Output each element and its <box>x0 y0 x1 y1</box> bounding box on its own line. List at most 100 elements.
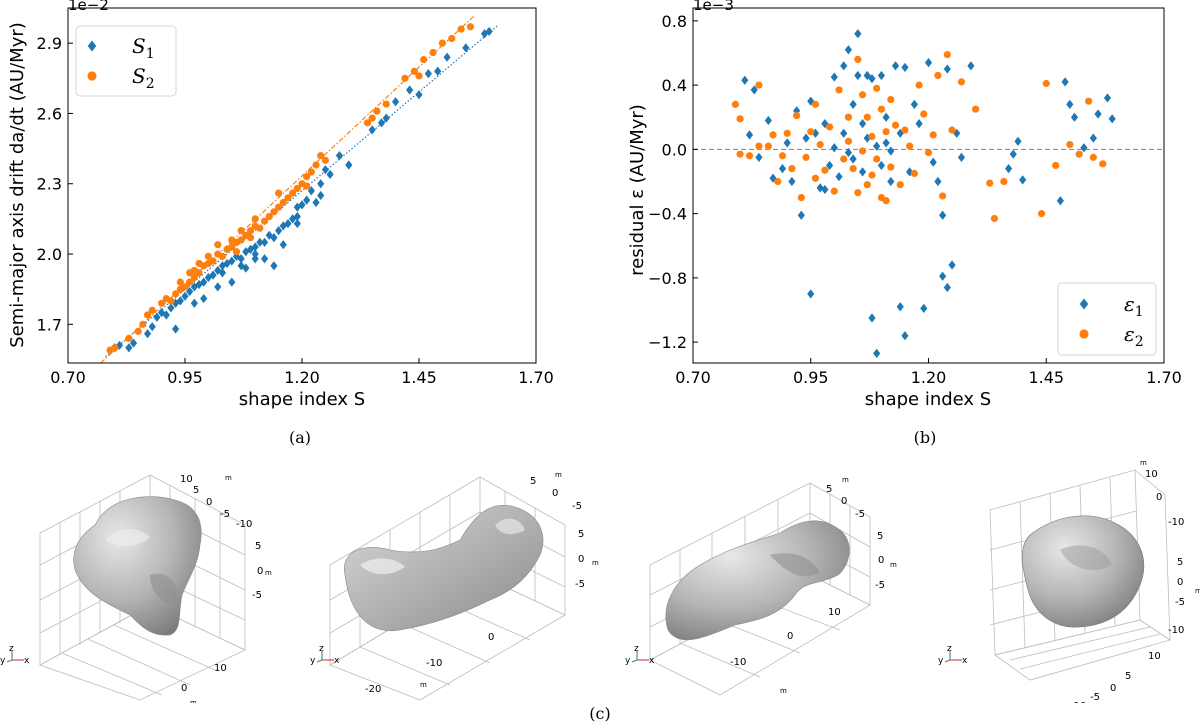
axis-triad-4-x: x <box>962 656 968 666</box>
x-tick-label: 0.70 <box>50 368 86 387</box>
point-ε2 <box>745 152 754 160</box>
chart-a: 0.70 0.95 1.20 1.45 1.70 1.7 2.0 2.3 2.6 2.9 1e−… <box>7 0 554 410</box>
point-S2 <box>401 74 409 82</box>
shape-axis-label: 5 <box>578 529 584 540</box>
point-S1 <box>321 165 329 175</box>
y-tick-label: 1.7 <box>37 315 62 334</box>
shape-axis-label: m <box>1195 587 1200 595</box>
point-S1 <box>326 169 334 179</box>
point-S1 <box>293 211 301 222</box>
point-S1 <box>335 151 344 161</box>
point-ε2 <box>811 100 820 108</box>
caption-a: (a) <box>288 428 312 447</box>
axis-triad-2-x: x <box>334 656 340 666</box>
point-S2 <box>438 39 446 47</box>
point-S1 <box>190 298 198 308</box>
point-S1 <box>275 226 283 236</box>
point-ε2 <box>1099 160 1107 168</box>
shape-axis-label: m <box>890 561 897 569</box>
point-ε1 <box>741 75 749 85</box>
point-S2 <box>172 290 180 298</box>
shape-axis-label: 0 <box>257 566 263 577</box>
point-ε1 <box>826 160 834 171</box>
point-ε2 <box>934 71 942 80</box>
point-S1 <box>237 254 245 264</box>
point-ε1 <box>793 106 801 116</box>
point-S1 <box>148 322 156 332</box>
point-S1 <box>186 286 194 297</box>
point-S1 <box>153 312 161 322</box>
shape-axis-label: 5 <box>1177 557 1183 568</box>
point-S2 <box>363 119 372 127</box>
point-S2 <box>139 320 147 328</box>
point-S2 <box>228 243 236 251</box>
point-ε2 <box>873 84 881 92</box>
y-ticks-a: 1.7 2.0 2.3 2.6 2.9 <box>37 34 73 334</box>
point-ε1 <box>1004 164 1013 174</box>
axis-triad-3-x: x <box>649 656 655 666</box>
point-ε1 <box>887 146 895 156</box>
point-S1 <box>415 90 423 100</box>
point-S1 <box>480 29 489 39</box>
point-S2 <box>303 173 311 181</box>
axis-triad-3-y: y <box>625 656 631 666</box>
asteroid-1-body <box>73 496 202 636</box>
x-tick-label: 1.20 <box>911 368 947 387</box>
point-ε2 <box>986 179 994 187</box>
point-S2 <box>317 152 325 160</box>
point-ε1 <box>1103 93 1112 103</box>
point-S1 <box>218 268 227 278</box>
caption-c: (c) <box>589 704 611 723</box>
point-ε2 <box>854 189 862 197</box>
point-ε1 <box>948 260 956 270</box>
asteroid-1-highlight <box>105 529 150 547</box>
point-S2 <box>279 198 287 207</box>
axis-triad-2: x y z <box>310 644 340 666</box>
point-S2 <box>251 215 259 223</box>
point-ε1 <box>840 61 848 71</box>
point-ε2 <box>736 150 744 158</box>
shape-axis-label: 5 <box>530 476 536 487</box>
point-S2 <box>111 344 119 352</box>
asteroid-4-grid <box>989 469 1171 681</box>
point-ε2 <box>1000 177 1008 186</box>
point-S1 <box>228 256 236 266</box>
point-ε2 <box>854 55 862 64</box>
y-tick-label: 2.3 <box>37 175 62 194</box>
point-S2 <box>284 194 292 202</box>
point-ε1 <box>816 183 824 193</box>
point-S1 <box>260 237 269 247</box>
point-S1 <box>162 310 170 320</box>
point-ε2 <box>840 155 848 163</box>
point-S2 <box>176 278 184 286</box>
point-S1 <box>377 118 386 128</box>
point-S1 <box>392 97 400 107</box>
point-ε1 <box>924 58 933 68</box>
point-S1 <box>312 197 320 208</box>
point-ε2 <box>778 152 787 160</box>
point-S2 <box>368 114 376 122</box>
point-ε1 <box>764 115 772 126</box>
point-S1 <box>143 329 152 339</box>
x-tick-label: 0.70 <box>675 368 711 387</box>
point-S2 <box>415 72 423 80</box>
shape-axis-label: 5 <box>255 541 261 552</box>
asteroid-2-highlight-b <box>495 518 525 535</box>
point-S2 <box>237 227 245 235</box>
point-ε1 <box>929 157 937 167</box>
point-ε2 <box>1089 153 1097 161</box>
point-S1 <box>214 282 222 292</box>
y-tick-label: 0.0 <box>662 140 687 159</box>
axis-triad-1-x: x <box>24 656 30 666</box>
point-ε1 <box>750 85 758 95</box>
point-S2 <box>293 184 301 193</box>
shape-axis-label: 5 <box>193 485 199 496</box>
shape-axis-label: 10 <box>214 663 227 674</box>
point-ε1 <box>849 99 857 109</box>
point-S2 <box>158 299 166 307</box>
